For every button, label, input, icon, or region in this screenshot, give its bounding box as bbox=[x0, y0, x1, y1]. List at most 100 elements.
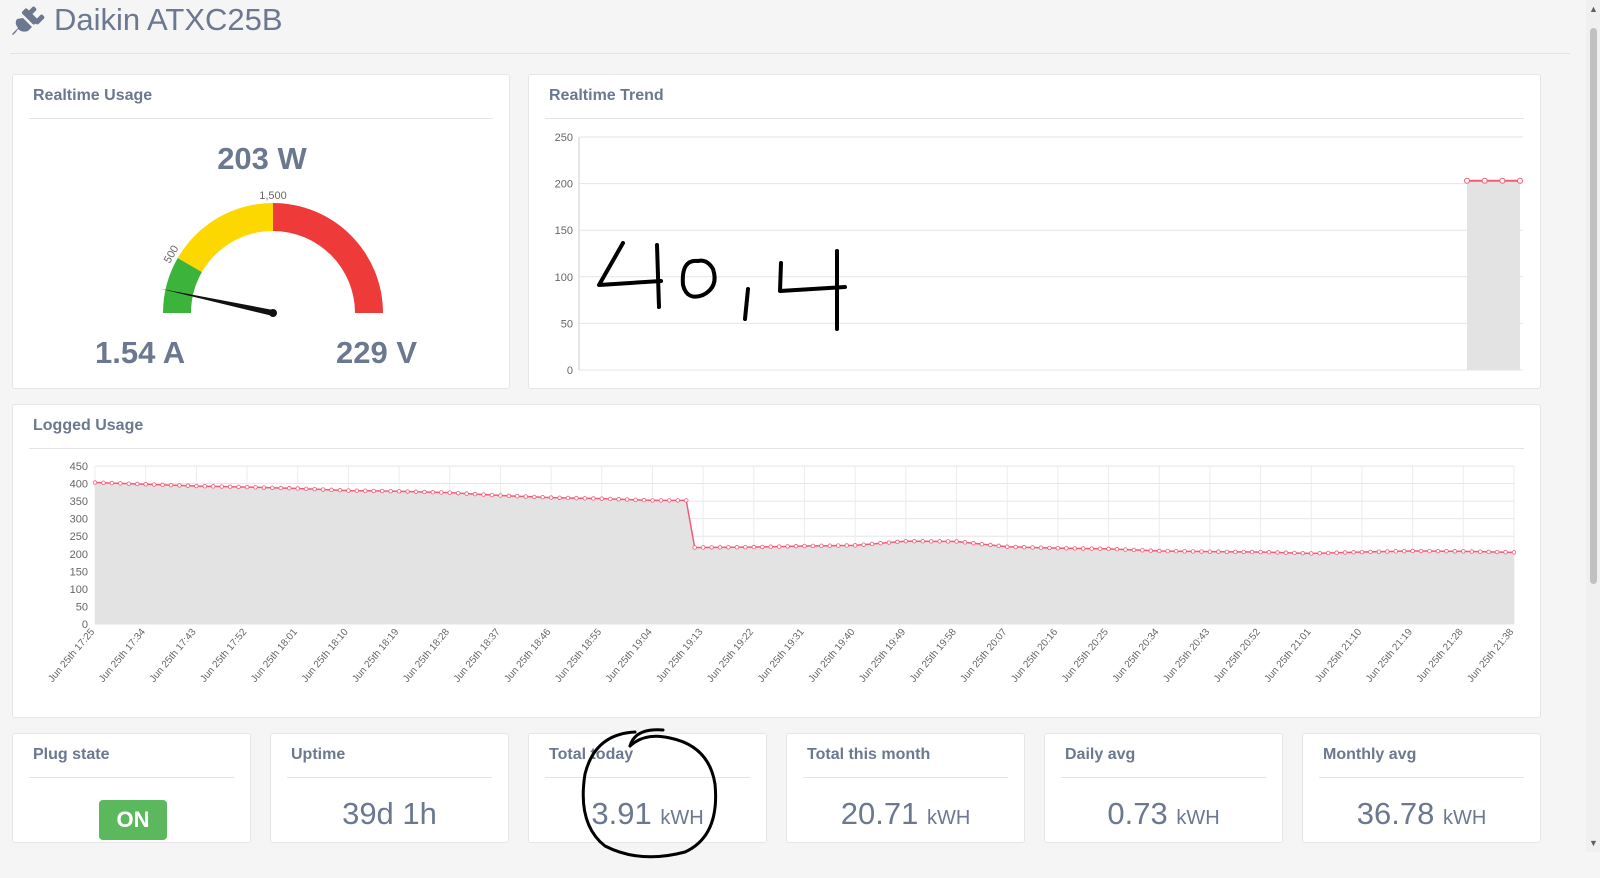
logged-point bbox=[1055, 545, 1061, 551]
plug-state-toggle[interactable]: ON bbox=[99, 800, 167, 840]
x-tick-label: Jun 25th 19:04 bbox=[604, 627, 655, 685]
logged-point bbox=[1317, 550, 1322, 556]
logged-point bbox=[717, 545, 723, 550]
y-tick-label: 450 bbox=[70, 461, 88, 473]
logged-point bbox=[1461, 549, 1466, 554]
logged-point bbox=[472, 491, 478, 497]
gauge-pivot bbox=[269, 309, 277, 317]
trend-point bbox=[1517, 177, 1523, 184]
logged-point bbox=[92, 480, 98, 485]
x-tick-label: Jun 25th 18:46 bbox=[502, 627, 553, 685]
logged-point bbox=[1081, 546, 1086, 551]
logged-point bbox=[1064, 546, 1069, 551]
logged-point bbox=[1486, 549, 1491, 555]
value-number: 0.73 bbox=[1107, 796, 1168, 831]
x-tick-label: Jun 25th 18:10 bbox=[300, 627, 351, 685]
value-number: 3.91 bbox=[591, 796, 652, 831]
logged-point bbox=[227, 484, 233, 489]
trend-area bbox=[1467, 180, 1520, 370]
x-tick-label: Jun 25th 18:55 bbox=[553, 627, 604, 685]
logged-point bbox=[1089, 546, 1094, 551]
logged-point bbox=[253, 485, 258, 490]
logged-point bbox=[202, 483, 208, 489]
value-number: 20.71 bbox=[840, 796, 919, 831]
logged-point bbox=[1418, 548, 1424, 554]
logged-point bbox=[1030, 545, 1035, 550]
logged-point bbox=[700, 545, 706, 550]
gauge-tick-label: 1,500 bbox=[259, 190, 287, 202]
uptime-panel: Uptime 39d 1h bbox=[270, 733, 509, 843]
voltage-readout: 229 V bbox=[336, 335, 418, 370]
logged-point bbox=[1452, 549, 1458, 554]
x-tick-label: Jun 25th 20:34 bbox=[1111, 627, 1162, 685]
logged-point bbox=[194, 483, 199, 489]
y-tick-label: 0 bbox=[82, 619, 88, 631]
logged-point bbox=[1359, 549, 1365, 555]
logged-point bbox=[802, 543, 807, 549]
logged-point bbox=[1376, 549, 1382, 554]
trend-point bbox=[1499, 177, 1506, 184]
scroll-down-arrow-icon[interactable]: ▼ bbox=[1589, 838, 1598, 848]
logged-point bbox=[1114, 547, 1120, 552]
logged-point bbox=[1309, 551, 1314, 556]
logged-point bbox=[1140, 548, 1145, 553]
divider bbox=[545, 118, 1524, 119]
logged-point bbox=[1182, 549, 1187, 554]
logged-usage-panel: Logged Usage 450 400 350 300 250 200 150 100 50 0… bbox=[12, 404, 1541, 718]
logged-point bbox=[793, 544, 799, 549]
logged-point bbox=[1241, 549, 1246, 555]
logged-point bbox=[1207, 549, 1213, 554]
x-tick-label: Jun 25th 19:58 bbox=[908, 627, 959, 685]
trend-point bbox=[1464, 177, 1470, 184]
logged-point bbox=[616, 497, 621, 502]
logged-point bbox=[1249, 549, 1255, 555]
value-unit: kWH bbox=[1442, 807, 1487, 829]
page-scrollbar[interactable]: ▲ ▼ bbox=[1586, 0, 1600, 852]
x-tick-label: Jun 25th 20:52 bbox=[1212, 627, 1263, 685]
logged-point bbox=[836, 543, 841, 548]
logged-point bbox=[878, 541, 883, 546]
trend-point bbox=[1481, 177, 1488, 184]
scrollbar-thumb[interactable] bbox=[1590, 28, 1597, 584]
x-tick-label: Jun 25th 18:01 bbox=[249, 627, 300, 685]
logged-point bbox=[1190, 549, 1196, 554]
logged-point bbox=[143, 482, 148, 487]
value-number: 36.78 bbox=[1356, 796, 1435, 831]
logged-point bbox=[785, 544, 790, 549]
x-tick-label: Jun 25th 20:16 bbox=[1009, 627, 1060, 685]
logged-point bbox=[261, 485, 267, 490]
logged-point bbox=[236, 484, 241, 490]
logged-point bbox=[954, 539, 959, 544]
logged-point bbox=[1106, 546, 1111, 552]
y-tick-label: 350 bbox=[70, 496, 88, 508]
logged-point bbox=[591, 496, 596, 501]
monthly-avg-panel: Monthly avg 36.78 kWH bbox=[1302, 733, 1541, 843]
y-tick-label: 50 bbox=[561, 318, 573, 330]
logged-point bbox=[641, 497, 647, 503]
logged-point bbox=[1300, 550, 1306, 556]
logged-point bbox=[1385, 549, 1390, 554]
y-tick-label: 250 bbox=[555, 132, 573, 144]
logged-point bbox=[1393, 549, 1398, 554]
scroll-up-arrow-icon[interactable]: ▲ bbox=[1589, 4, 1598, 14]
total-today-panel: Total today 3.91 kWH bbox=[528, 733, 767, 843]
logged-point bbox=[565, 495, 571, 501]
logged-point bbox=[844, 543, 849, 548]
logged-point bbox=[1233, 549, 1238, 555]
handwritten-circle bbox=[581, 728, 718, 859]
y-tick-label: 200 bbox=[555, 179, 573, 191]
panel-title: Uptime bbox=[291, 746, 346, 763]
logged-point bbox=[506, 493, 512, 499]
x-tick-label: Jun 25th 20:43 bbox=[1161, 627, 1212, 685]
logged-point bbox=[1157, 548, 1162, 554]
logged-point bbox=[768, 544, 773, 549]
divider bbox=[803, 777, 1008, 778]
plug-state-panel: Plug state ON bbox=[12, 733, 251, 843]
logged-point bbox=[337, 488, 343, 493]
logged-point bbox=[945, 539, 951, 544]
logged-point bbox=[1368, 549, 1373, 555]
logged-point bbox=[371, 488, 376, 494]
page-title: Daikin ATXC25B bbox=[54, 2, 283, 37]
plug-icon bbox=[12, 6, 45, 35]
